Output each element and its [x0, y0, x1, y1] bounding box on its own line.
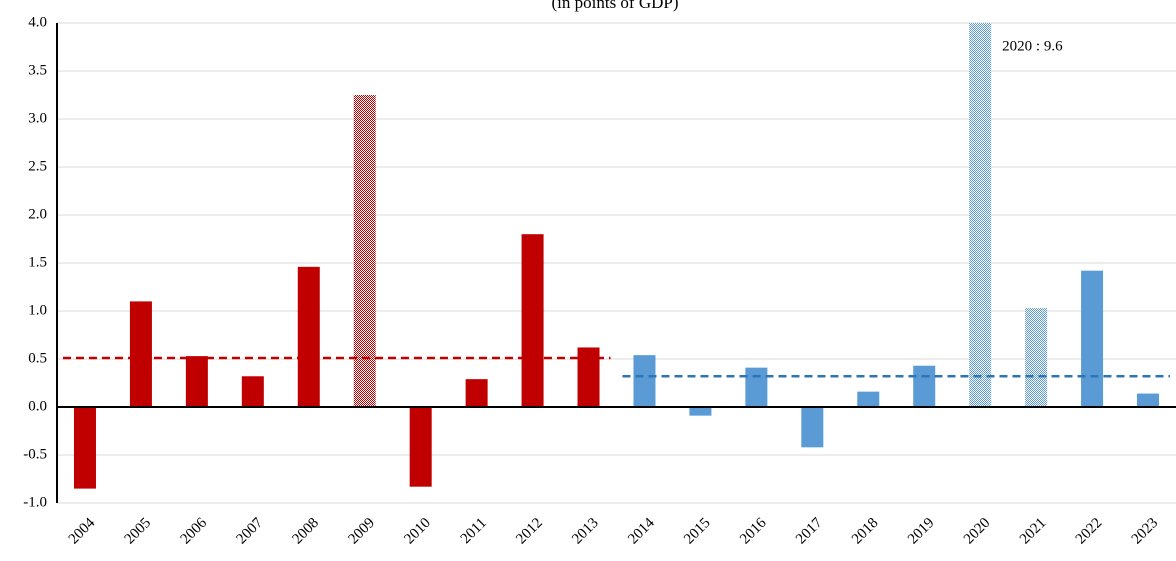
x-tick-label: 2006: [178, 515, 211, 548]
x-tick-label: 2022: [1073, 515, 1106, 548]
x-tick-label: 2021: [1017, 515, 1050, 548]
y-tick-label: -1.0: [23, 494, 47, 510]
y-tick-label: 3.5: [28, 62, 47, 78]
x-tick-label: 2016: [737, 515, 770, 548]
x-tick-label: 2019: [905, 515, 938, 548]
bar: [465, 379, 488, 407]
bar: [745, 367, 768, 407]
bar: [857, 391, 880, 407]
annotation: 2020 : 9.6: [1002, 38, 1063, 54]
bar: [633, 355, 656, 407]
bar: [801, 407, 824, 448]
bar: [297, 266, 320, 407]
x-tick-label: 2014: [625, 515, 658, 548]
x-tick-label: 2015: [681, 515, 714, 548]
bar: [1137, 393, 1160, 407]
bar: [1025, 308, 1048, 407]
bar: [913, 365, 936, 407]
x-tick-label: 2005: [122, 515, 155, 548]
y-tick-label: 2.0: [28, 206, 47, 222]
y-tick-label: 2.5: [28, 158, 47, 174]
bar: [73, 407, 96, 489]
x-tick-label: 2018: [849, 515, 882, 548]
bar: [969, 23, 992, 407]
bar: [129, 301, 152, 407]
y-tick-label: 0.5: [28, 350, 47, 366]
x-tick-label: 2023: [1129, 515, 1162, 548]
x-tick-label: 2008: [290, 515, 323, 548]
x-tick-label: 2012: [513, 515, 546, 548]
x-tick-label: 2013: [569, 515, 602, 548]
bar: [241, 376, 264, 407]
bar: [1081, 270, 1104, 407]
y-tick-label: 3.0: [28, 110, 47, 126]
y-tick-label: 0.0: [28, 398, 47, 414]
bars: [73, 23, 1160, 489]
bar: [185, 356, 208, 407]
bar: [577, 347, 600, 407]
y-tick-label: 1.0: [28, 302, 47, 318]
bar: [353, 95, 376, 407]
bar: [409, 407, 432, 487]
x-tick-label: 2007: [234, 515, 267, 548]
bar: [689, 407, 712, 416]
x-tick-label: 2017: [793, 515, 826, 548]
x-tick-label: 2009: [345, 515, 378, 548]
bar: [521, 234, 544, 407]
y-tick-label: 1.5: [28, 254, 47, 270]
y-tick-label: 4.0: [28, 14, 47, 30]
x-tick-label: 2010: [401, 515, 434, 548]
chart-subtitle: (in points of GDP): [551, 0, 678, 12]
x-tick-label: 2011: [458, 515, 490, 547]
y-tick-label: -0.5: [23, 446, 47, 462]
x-tick-label: 2020: [961, 515, 994, 548]
x-tick-label: 2004: [66, 515, 99, 548]
